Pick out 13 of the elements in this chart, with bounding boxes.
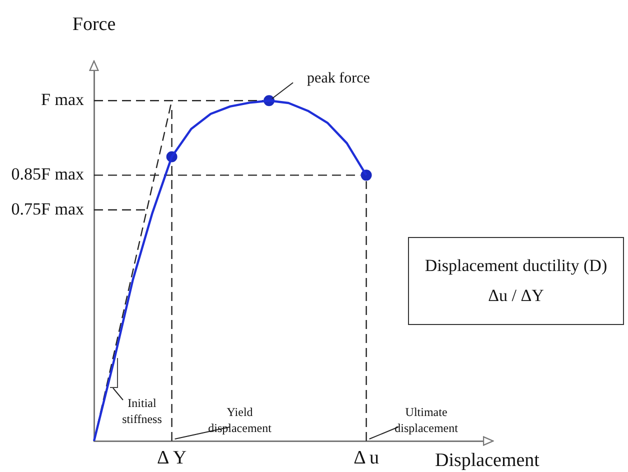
annotation: Ultimate displacement xyxy=(394,405,459,436)
text: peak force xyxy=(307,70,370,87)
ref-line-label: 0.85F max xyxy=(11,164,84,184)
annotation: Displacement ductility (D) xyxy=(424,255,608,277)
x-axis-title: Displacement xyxy=(435,450,540,471)
annotation: Yield displacement xyxy=(208,405,272,436)
ref-line-label: 0.75F max xyxy=(11,199,84,218)
x-tick-label: Δ u xyxy=(354,447,380,468)
annotation: Initial stiffness xyxy=(122,396,162,426)
x-tick-label: Δ Y xyxy=(156,447,187,468)
ref-line-label: F max xyxy=(41,90,84,110)
y-axis-title: Force xyxy=(72,14,116,35)
text: Δu / ΔY xyxy=(488,285,544,307)
